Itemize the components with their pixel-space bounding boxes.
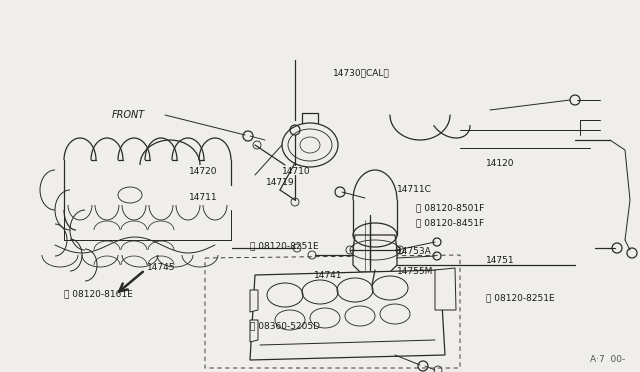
Polygon shape [435, 268, 456, 310]
Polygon shape [250, 320, 258, 342]
Text: 14710: 14710 [282, 167, 310, 176]
Text: 14711C: 14711C [397, 185, 431, 194]
Text: 14751: 14751 [486, 256, 515, 265]
Text: FRONT: FRONT [112, 110, 145, 120]
Text: A·7  00-: A·7 00- [589, 355, 625, 364]
Text: Ⓑ 08120-8161E: Ⓑ 08120-8161E [64, 289, 132, 298]
Text: Ⓑ 08120-8451F: Ⓑ 08120-8451F [416, 219, 484, 228]
Text: 14755M: 14755M [397, 267, 433, 276]
Text: 14730（CAL）: 14730（CAL） [333, 68, 390, 77]
Polygon shape [250, 290, 258, 312]
Polygon shape [250, 270, 445, 360]
Text: 14711: 14711 [189, 193, 218, 202]
Text: 14753A: 14753A [397, 247, 431, 256]
Text: 14720: 14720 [189, 167, 218, 176]
Text: Ⓑ 08120-8251E: Ⓑ 08120-8251E [486, 293, 555, 302]
Text: 14741: 14741 [314, 271, 342, 280]
Text: 14745: 14745 [147, 263, 176, 272]
Text: 14120: 14120 [486, 159, 515, 168]
Text: Ⓑ 08120-8501F: Ⓑ 08120-8501F [416, 204, 484, 213]
Text: 14719: 14719 [266, 178, 294, 187]
Text: Ⓢ 08360-5205D: Ⓢ 08360-5205D [250, 321, 319, 330]
Text: Ⓑ 08120-8251E: Ⓑ 08120-8251E [250, 241, 318, 250]
Polygon shape [353, 235, 397, 272]
